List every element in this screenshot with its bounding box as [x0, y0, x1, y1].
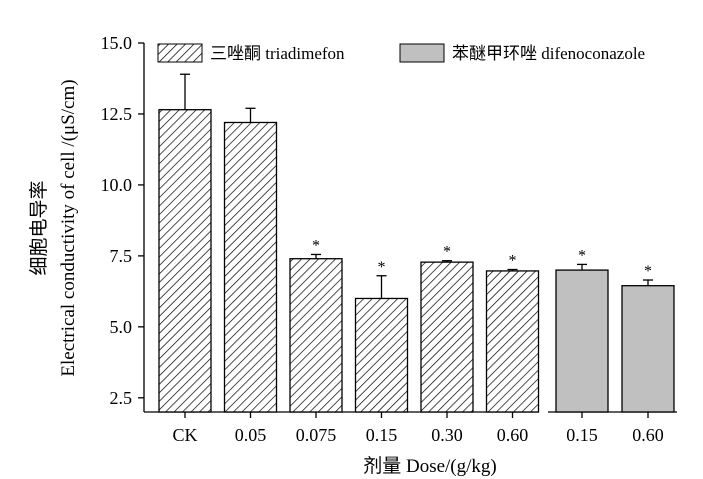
legend: 三唑酮 triadimefon 苯醚甲环唑 difenoconazole: [157, 43, 645, 63]
y-axis-title-cn: 细胞电导率: [28, 180, 50, 275]
y-tick-label: 12.5: [101, 104, 133, 124]
significance-mark: *: [644, 263, 652, 280]
x-tick-label: 0.05: [235, 425, 267, 445]
x-tick-label: 0.60: [497, 425, 529, 445]
x-axis-title: 剂量 Dose/(g/kg): [363, 455, 497, 477]
x-tick-label: CK: [172, 425, 197, 445]
legend-swatch-triadimefon: [157, 43, 203, 63]
bars: * * * * * *: [158, 73, 675, 413]
x-tick-label: 0.075: [296, 425, 337, 445]
bar-1-0.60: [485, 270, 540, 413]
x-ticks: CK 0.05 0.075 0.15 0.30 0.60 0.15 0.60: [172, 412, 664, 445]
legend-label-triadimefon: 三唑酮 triadimefon: [210, 44, 345, 63]
y-tick-label: 7.5: [110, 246, 133, 266]
bar-1-0.30: [420, 261, 474, 413]
x-tick-label: 0.15: [366, 425, 398, 445]
y-tick-label: 5.0: [110, 317, 133, 337]
x-tick-label: 0.60: [632, 425, 664, 445]
significance-mark: *: [578, 247, 586, 264]
y-tick-label: 15.0: [101, 33, 133, 53]
bar-2-0.15: [555, 269, 609, 413]
significance-mark: *: [509, 253, 517, 270]
legend-label-difenoconazole: 苯醚甲环唑 difenoconazole: [452, 44, 645, 63]
x-tick-label: 0.30: [431, 425, 463, 445]
x-tick-label: 0.15: [566, 425, 598, 445]
y-axis-title-en: Electrical conductivity of cell /(μS/cm): [58, 79, 79, 376]
bar-1-CK: [158, 109, 212, 413]
bar-1-0.075: [289, 258, 343, 413]
y-ticks: 2.5 5.0 7.5 10.0 12.5 15.0: [101, 33, 144, 408]
significance-mark: *: [312, 237, 320, 254]
significance-mark: *: [443, 244, 451, 261]
y-tick-label: 10.0: [101, 175, 133, 195]
bar-1-0.15: [354, 297, 409, 413]
legend-swatch-difenoconazole: [399, 43, 445, 63]
significance-mark: *: [378, 259, 386, 276]
bar-1-0.05: [223, 121, 278, 413]
bar-2-0.60: [621, 285, 675, 413]
y-tick-label: 2.5: [110, 388, 133, 408]
